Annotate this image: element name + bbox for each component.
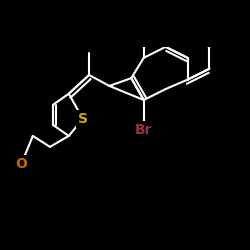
Text: Br: Br xyxy=(135,123,152,137)
Text: S: S xyxy=(78,112,88,126)
Text: O: O xyxy=(15,157,27,171)
